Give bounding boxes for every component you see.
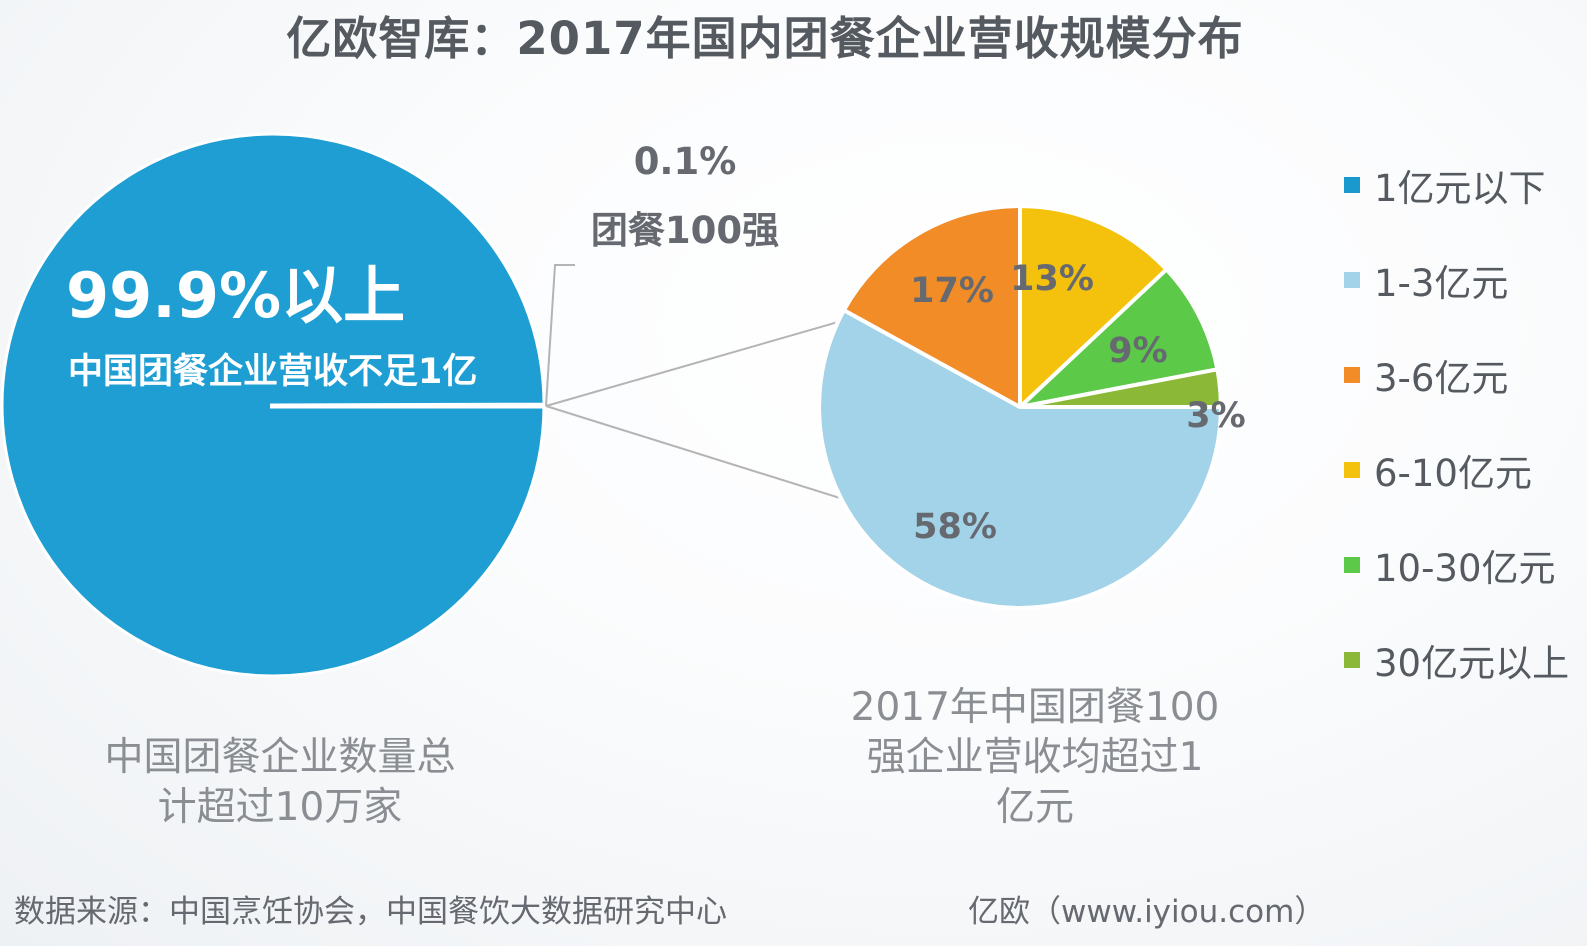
big-pie <box>0 132 546 678</box>
legend-item: 6-10亿元 <box>1344 422 1569 517</box>
connector-line-top <box>545 321 839 407</box>
brand-credit: 亿欧（www.iyiou.com） <box>968 894 1326 930</box>
connector-lines <box>545 264 842 500</box>
big-pie-description: 中国团餐企业营收不足1亿 <box>68 352 478 392</box>
chart-title: 亿欧智库：2017年国内团餐企业营收规模分布 <box>286 12 1244 65</box>
legend-label: 10-30亿元 <box>1374 546 1556 590</box>
legend-label: 30亿元以上 <box>1374 641 1570 685</box>
big-pie-percent-label: 99.9%以上 <box>66 259 406 332</box>
data-source-note: 数据来源：中国烹饪协会，中国餐饮大数据研究中心 <box>14 894 727 930</box>
small-pie-slice-label: 3% <box>1186 396 1245 436</box>
small-pie <box>817 204 1223 610</box>
legend-item: 1-3亿元 <box>1344 232 1569 327</box>
right-caption-line: 强企业营收均超过1 <box>866 735 1204 780</box>
legend-swatch <box>1344 461 1360 478</box>
small-pie-outline <box>817 204 1223 610</box>
small-pie-slice-label: 58% <box>913 507 997 547</box>
legend-item: 1亿元以下 <box>1344 137 1569 232</box>
legend: 1亿元以下 1-3亿元 3-6亿元 6-10亿元 10-30亿元 30亿元以上 <box>1344 137 1569 707</box>
legend-item: 3-6亿元 <box>1344 327 1569 422</box>
big-pie-slice-main <box>0 132 546 678</box>
legend-label: 3-6亿元 <box>1374 356 1509 400</box>
legend-label: 1亿元以下 <box>1374 166 1546 210</box>
legend-swatch <box>1344 366 1360 383</box>
small-pie-slice-label: 9% <box>1108 331 1167 371</box>
legend-swatch <box>1344 556 1360 573</box>
legend-item: 10-30亿元 <box>1344 517 1569 612</box>
left-pie-caption: 中国团餐企业数量总 计超过10万家 <box>60 733 500 833</box>
left-caption-line: 中国团餐企业数量总 <box>104 735 456 780</box>
legend-item: 30亿元以上 <box>1344 612 1569 707</box>
small-pie-labels: 13% 9% 3% 58% 17% <box>910 259 1246 547</box>
legend-label: 1-3亿元 <box>1374 261 1509 305</box>
right-caption-line: 2017年中国团餐100 <box>850 685 1220 730</box>
legend-label: 6-10亿元 <box>1374 451 1532 495</box>
right-pie-caption: 2017年中国团餐100 强企业营收均超过1 亿元 <box>835 683 1235 833</box>
callout-name: 团餐100强 <box>590 209 780 252</box>
legend-swatch <box>1344 651 1360 668</box>
callout-percent: 0.1% <box>633 140 737 183</box>
legend-swatch <box>1344 271 1360 288</box>
callout-leader-line <box>545 264 575 407</box>
connector-line-bottom <box>545 405 842 500</box>
small-pie-slice-label: 13% <box>1010 259 1094 299</box>
left-caption-line: 计超过10万家 <box>157 785 403 830</box>
small-pie-slice-label: 17% <box>910 271 994 311</box>
right-caption-line: 亿元 <box>995 785 1074 830</box>
legend-swatch <box>1344 176 1360 193</box>
